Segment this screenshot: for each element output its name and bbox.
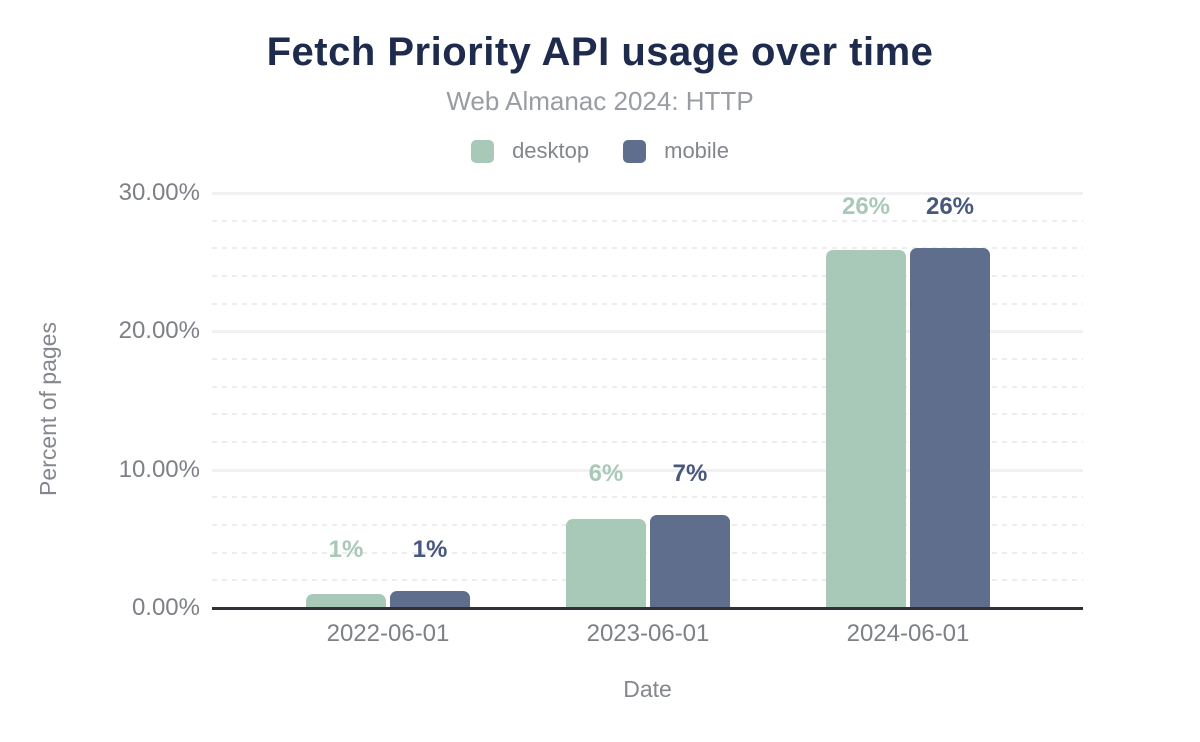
gridline-minor bbox=[212, 413, 1083, 416]
bar-value-label: 26% bbox=[841, 192, 891, 220]
gridline-minor bbox=[212, 496, 1083, 499]
bar-value-label: 26% bbox=[925, 192, 975, 220]
legend-item-desktop[interactable]: desktop bbox=[471, 138, 589, 164]
y-tick-label: 20.00% bbox=[118, 317, 200, 345]
chart-subtitle: Web Almanac 2024: HTTP bbox=[446, 86, 754, 116]
gridline-minor bbox=[212, 302, 1083, 305]
x-axis-line bbox=[212, 607, 1083, 610]
bar-value-label: 1% bbox=[328, 535, 364, 563]
legend: desktop mobile bbox=[0, 138, 1200, 164]
legend-swatch-mobile-icon bbox=[623, 139, 647, 163]
y-tick-label: 0.00% bbox=[131, 594, 200, 621]
x-tick-label: 2023-06-01 bbox=[586, 620, 710, 647]
gridline-minor bbox=[212, 524, 1083, 526]
legend-label-desktop: desktop bbox=[512, 138, 590, 163]
x-tick-label: 2022-06-01 bbox=[326, 620, 450, 647]
bar-desktop-2023-06-01[interactable] bbox=[566, 519, 646, 608]
gridline-minor bbox=[212, 358, 1083, 360]
legend-item-mobile[interactable]: mobile bbox=[623, 138, 729, 164]
x-tick-label: 2024-06-01 bbox=[846, 620, 970, 647]
gridline-minor bbox=[212, 219, 1083, 222]
bar-desktop-2024-06-01[interactable] bbox=[826, 249, 906, 608]
bar-value-label: 6% bbox=[588, 460, 624, 488]
bar-value-label: 7% bbox=[672, 460, 708, 488]
x-axis-title: Date bbox=[623, 676, 672, 702]
gridline-minor bbox=[212, 275, 1083, 277]
y-tick-label: 10.00% bbox=[118, 455, 200, 483]
bar-mobile-2024-06-01[interactable] bbox=[910, 247, 990, 608]
bar-value-label: 1% bbox=[412, 535, 448, 563]
gridline-minor bbox=[212, 579, 1083, 582]
gridline-minor bbox=[212, 247, 1083, 250]
gridline-major bbox=[212, 192, 1083, 195]
chart-title: Fetch Priority API usage over time bbox=[266, 30, 934, 74]
legend-swatch-desktop-icon bbox=[471, 139, 495, 163]
gridline-minor bbox=[212, 385, 1083, 388]
gridline-minor bbox=[212, 551, 1083, 554]
legend-label-mobile: mobile bbox=[664, 138, 729, 163]
bar-mobile-2022-06-01[interactable] bbox=[390, 590, 470, 608]
bar-desktop-2022-06-01[interactable] bbox=[306, 594, 386, 608]
bar-mobile-2023-06-01[interactable] bbox=[650, 515, 730, 608]
y-tick-label: 30.00% bbox=[118, 179, 200, 206]
gridline-major bbox=[212, 468, 1083, 472]
gridline-minor bbox=[212, 441, 1083, 443]
gridline-major bbox=[212, 330, 1083, 334]
